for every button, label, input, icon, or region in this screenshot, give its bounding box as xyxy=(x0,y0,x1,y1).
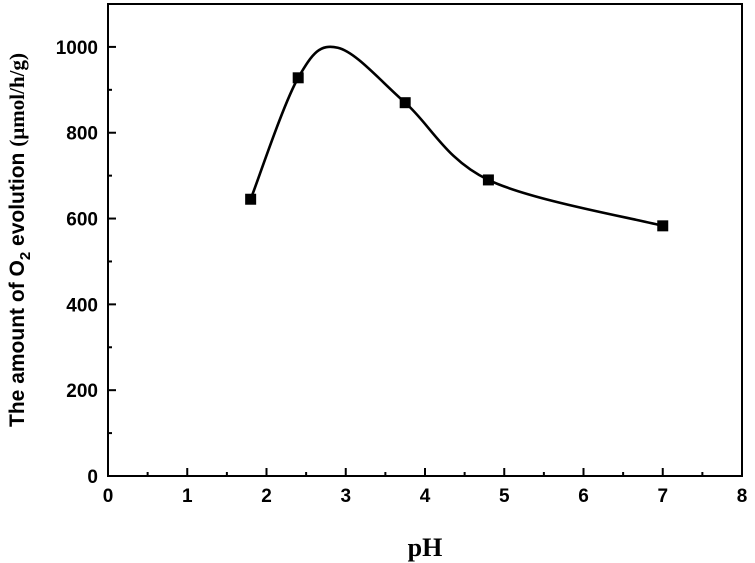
x-tick-label-5: 5 xyxy=(499,486,510,507)
y-tick-label-4: 800 xyxy=(66,124,98,145)
data-point-1 xyxy=(292,72,304,84)
data-point-4 xyxy=(657,220,669,232)
y-axis-ticks: 0 200 400 600 800 1000 xyxy=(56,38,116,488)
y-tick-label-1: 200 xyxy=(66,381,98,402)
x-tick-label-1: 1 xyxy=(182,486,193,507)
y-tick-label-3: 600 xyxy=(66,210,98,231)
y-axis-title-suffix: evolution xyxy=(6,147,29,252)
y-axis-title-unit: (µmol/h/g) xyxy=(5,53,29,147)
y-axis-title-subscript: 2 xyxy=(17,252,34,260)
data-point-2 xyxy=(399,97,411,109)
y-axis-title: The amount of O2 evolution (µmol/h/g) xyxy=(5,53,34,427)
fit-curve xyxy=(249,45,664,228)
y-tick-label-0: 0 xyxy=(87,467,98,488)
plot-frame xyxy=(107,3,743,477)
x-tick-label-3: 3 xyxy=(340,486,351,507)
x-tick-label-0: 0 xyxy=(103,486,114,507)
data-point-3 xyxy=(482,174,494,186)
y-axis-title-prefix: The amount of O xyxy=(6,260,29,427)
x-tick-label-8: 8 xyxy=(737,486,748,507)
x-tick-label-2: 2 xyxy=(261,486,272,507)
x-tick-label-6: 6 xyxy=(578,486,589,507)
y-tick-label-2: 400 xyxy=(66,295,98,316)
y-tick-label-5: 1000 xyxy=(56,38,98,59)
data-point-0 xyxy=(245,193,257,205)
data-markers xyxy=(245,72,669,232)
x-axis-title: pH xyxy=(408,533,443,562)
x-tick-label-4: 4 xyxy=(420,486,431,507)
x-axis-ticks: 0 1 2 3 4 5 6 7 8 xyxy=(103,468,748,507)
x-tick-label-7: 7 xyxy=(657,486,668,507)
